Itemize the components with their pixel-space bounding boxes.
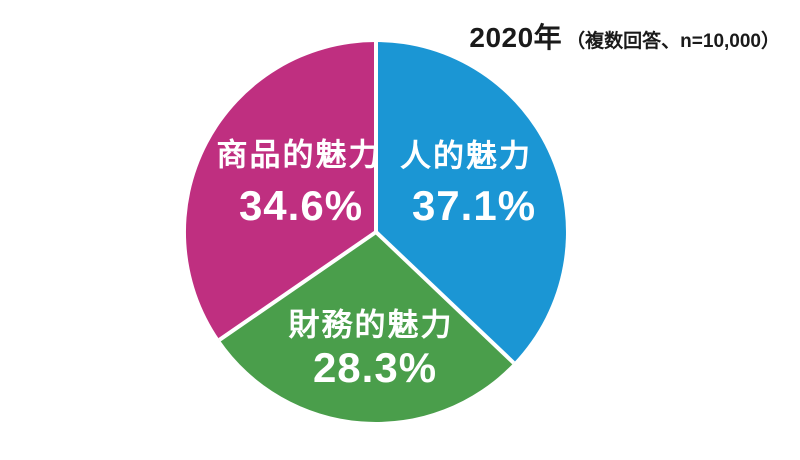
slice-separator: [374, 230, 516, 365]
pie-slice-zaimuteki: [219, 232, 514, 423]
pie-slice-shohinteki: [185, 41, 376, 340]
slice-separator: [218, 230, 378, 342]
chart-title-note: （複数回答、n=10,000）: [566, 31, 780, 52]
pie-slice-jinteki: [376, 42, 566, 363]
chart-title: 2020年 （複数回答、n=10,000）: [469, 16, 780, 56]
chart-title-year: 2020年: [469, 22, 563, 53]
